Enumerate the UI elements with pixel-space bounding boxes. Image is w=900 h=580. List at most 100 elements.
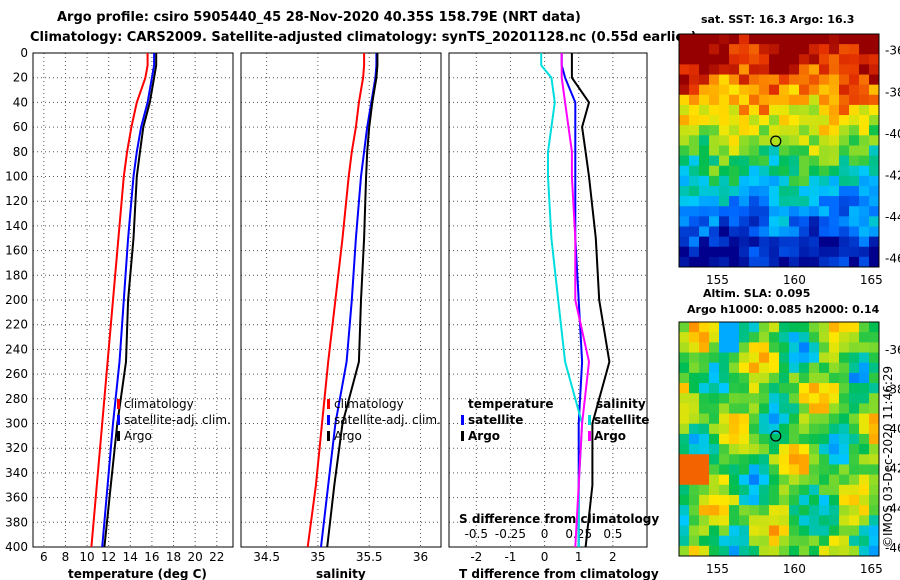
depth-tick-label: 320 [5, 441, 28, 455]
sla-cell [749, 464, 760, 476]
sst-map-frame [678, 33, 880, 268]
sla-cell [789, 393, 800, 404]
sla-cell [749, 362, 760, 374]
sst-cell [839, 185, 850, 197]
sla-cell [709, 474, 720, 486]
sst-cell [869, 94, 879, 106]
sst-cell [709, 44, 720, 55]
sla-cell [749, 322, 760, 333]
sst-cell [839, 34, 850, 45]
sst-cell [859, 155, 870, 167]
sla-cell [819, 383, 830, 394]
sst-cell [689, 256, 700, 267]
sla-cell [839, 352, 850, 364]
sla-cell [869, 464, 879, 476]
sla-cell [779, 535, 790, 547]
sst-cell [839, 236, 850, 248]
sla-cell [699, 464, 710, 476]
sla-cell [699, 362, 710, 374]
difference-grid [449, 52, 647, 548]
sla-cell [749, 515, 760, 526]
sla-cell [789, 403, 800, 415]
sst-cell [739, 165, 750, 177]
sla-cell [689, 484, 700, 496]
sla-cell [719, 464, 730, 476]
sst-cell [719, 145, 730, 157]
sst-cell [799, 165, 810, 177]
sla-cell [859, 484, 870, 496]
sst-cell [729, 155, 740, 167]
sst-cell [699, 155, 710, 167]
sla-cell [839, 342, 850, 354]
lat-tick-label: -44 [885, 501, 900, 515]
sla-cell [809, 464, 820, 476]
sla-cell [789, 494, 800, 506]
sst-cell [739, 206, 750, 217]
sst-cell [809, 74, 820, 86]
salinity-frame [240, 52, 442, 548]
sla-cell [819, 362, 830, 374]
sst-cell [699, 74, 710, 86]
depth-tick-label: 380 [5, 515, 28, 529]
sst-cell [769, 175, 780, 187]
sla-cell [689, 433, 700, 445]
sst-cell [799, 44, 810, 55]
sst-cell [749, 84, 760, 96]
legend-t-argo-mark [461, 431, 464, 441]
sla-cell [829, 332, 840, 343]
sst-cell [709, 226, 720, 238]
sla-cell [829, 433, 840, 445]
sst-cell [789, 145, 800, 157]
sst-cell [709, 64, 720, 76]
sla-cell [819, 515, 830, 526]
sst-cell [739, 175, 750, 187]
sla-cell [799, 332, 810, 343]
sst-cell [849, 216, 860, 227]
sst-cell [779, 74, 790, 86]
sla-cell [689, 464, 700, 476]
sst-cell [809, 135, 820, 146]
sla-cell [699, 352, 710, 364]
sst-cell [759, 104, 770, 116]
sst-cell [729, 175, 740, 187]
sla-cell [859, 444, 870, 455]
sst-cell [799, 64, 810, 76]
sla-cell [779, 383, 790, 394]
sla-cell [769, 342, 780, 354]
sst-cell [859, 206, 870, 217]
sla-cell [849, 423, 860, 435]
sla-cell [769, 423, 780, 435]
sst-cell [739, 94, 750, 106]
sla-cell [829, 393, 840, 404]
salinity-grid [241, 52, 441, 548]
sst-cell [699, 256, 710, 267]
sla-cell [729, 515, 740, 526]
sst-cell [769, 226, 780, 238]
temperature-frame [32, 52, 234, 548]
sla-cell [689, 525, 700, 537]
sst-cell [759, 115, 770, 126]
temperature-tick-labels: 6 8 10 12 14 16 18 20 22 [40, 550, 224, 564]
sst-cell [829, 246, 840, 258]
sla-cell [729, 362, 740, 374]
sst-cell [709, 145, 720, 157]
sla-cell [839, 505, 850, 516]
sst-cell [699, 246, 710, 258]
title-line-2: Climatology: CARS2009. Satellite-adjuste… [30, 30, 697, 45]
sla-cell [769, 362, 780, 374]
sla-cell [709, 525, 720, 537]
sst-cell [839, 74, 850, 86]
depth-tick-label: 80 [13, 145, 28, 159]
sst-cell [799, 125, 810, 136]
sla-cell [749, 484, 760, 496]
sla-cell [789, 322, 800, 333]
sst-cell [829, 74, 840, 86]
sst-cell [839, 145, 850, 157]
sst-cell [749, 196, 760, 207]
sst-cell [709, 206, 720, 217]
sst-cell [729, 196, 740, 207]
sla-cell [829, 545, 840, 556]
sst-cell [809, 145, 820, 157]
sla-cell [769, 322, 780, 333]
sla-cell [809, 525, 820, 537]
